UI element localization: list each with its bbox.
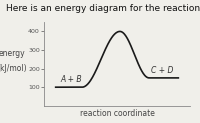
Text: energy: energy [0, 49, 25, 58]
Text: Here is an energy diagram for the reaction:: Here is an energy diagram for the reacti… [6, 4, 200, 13]
Text: (kJ/mol): (kJ/mol) [0, 64, 27, 73]
X-axis label: reaction coordinate: reaction coordinate [80, 109, 154, 118]
Text: C + D: C + D [151, 66, 174, 75]
Text: A + B: A + B [61, 75, 82, 84]
